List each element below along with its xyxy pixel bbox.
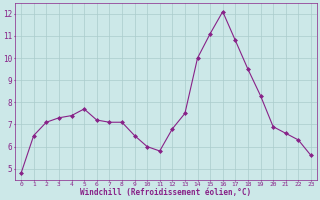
X-axis label: Windchill (Refroidissement éolien,°C): Windchill (Refroidissement éolien,°C) xyxy=(80,188,252,197)
